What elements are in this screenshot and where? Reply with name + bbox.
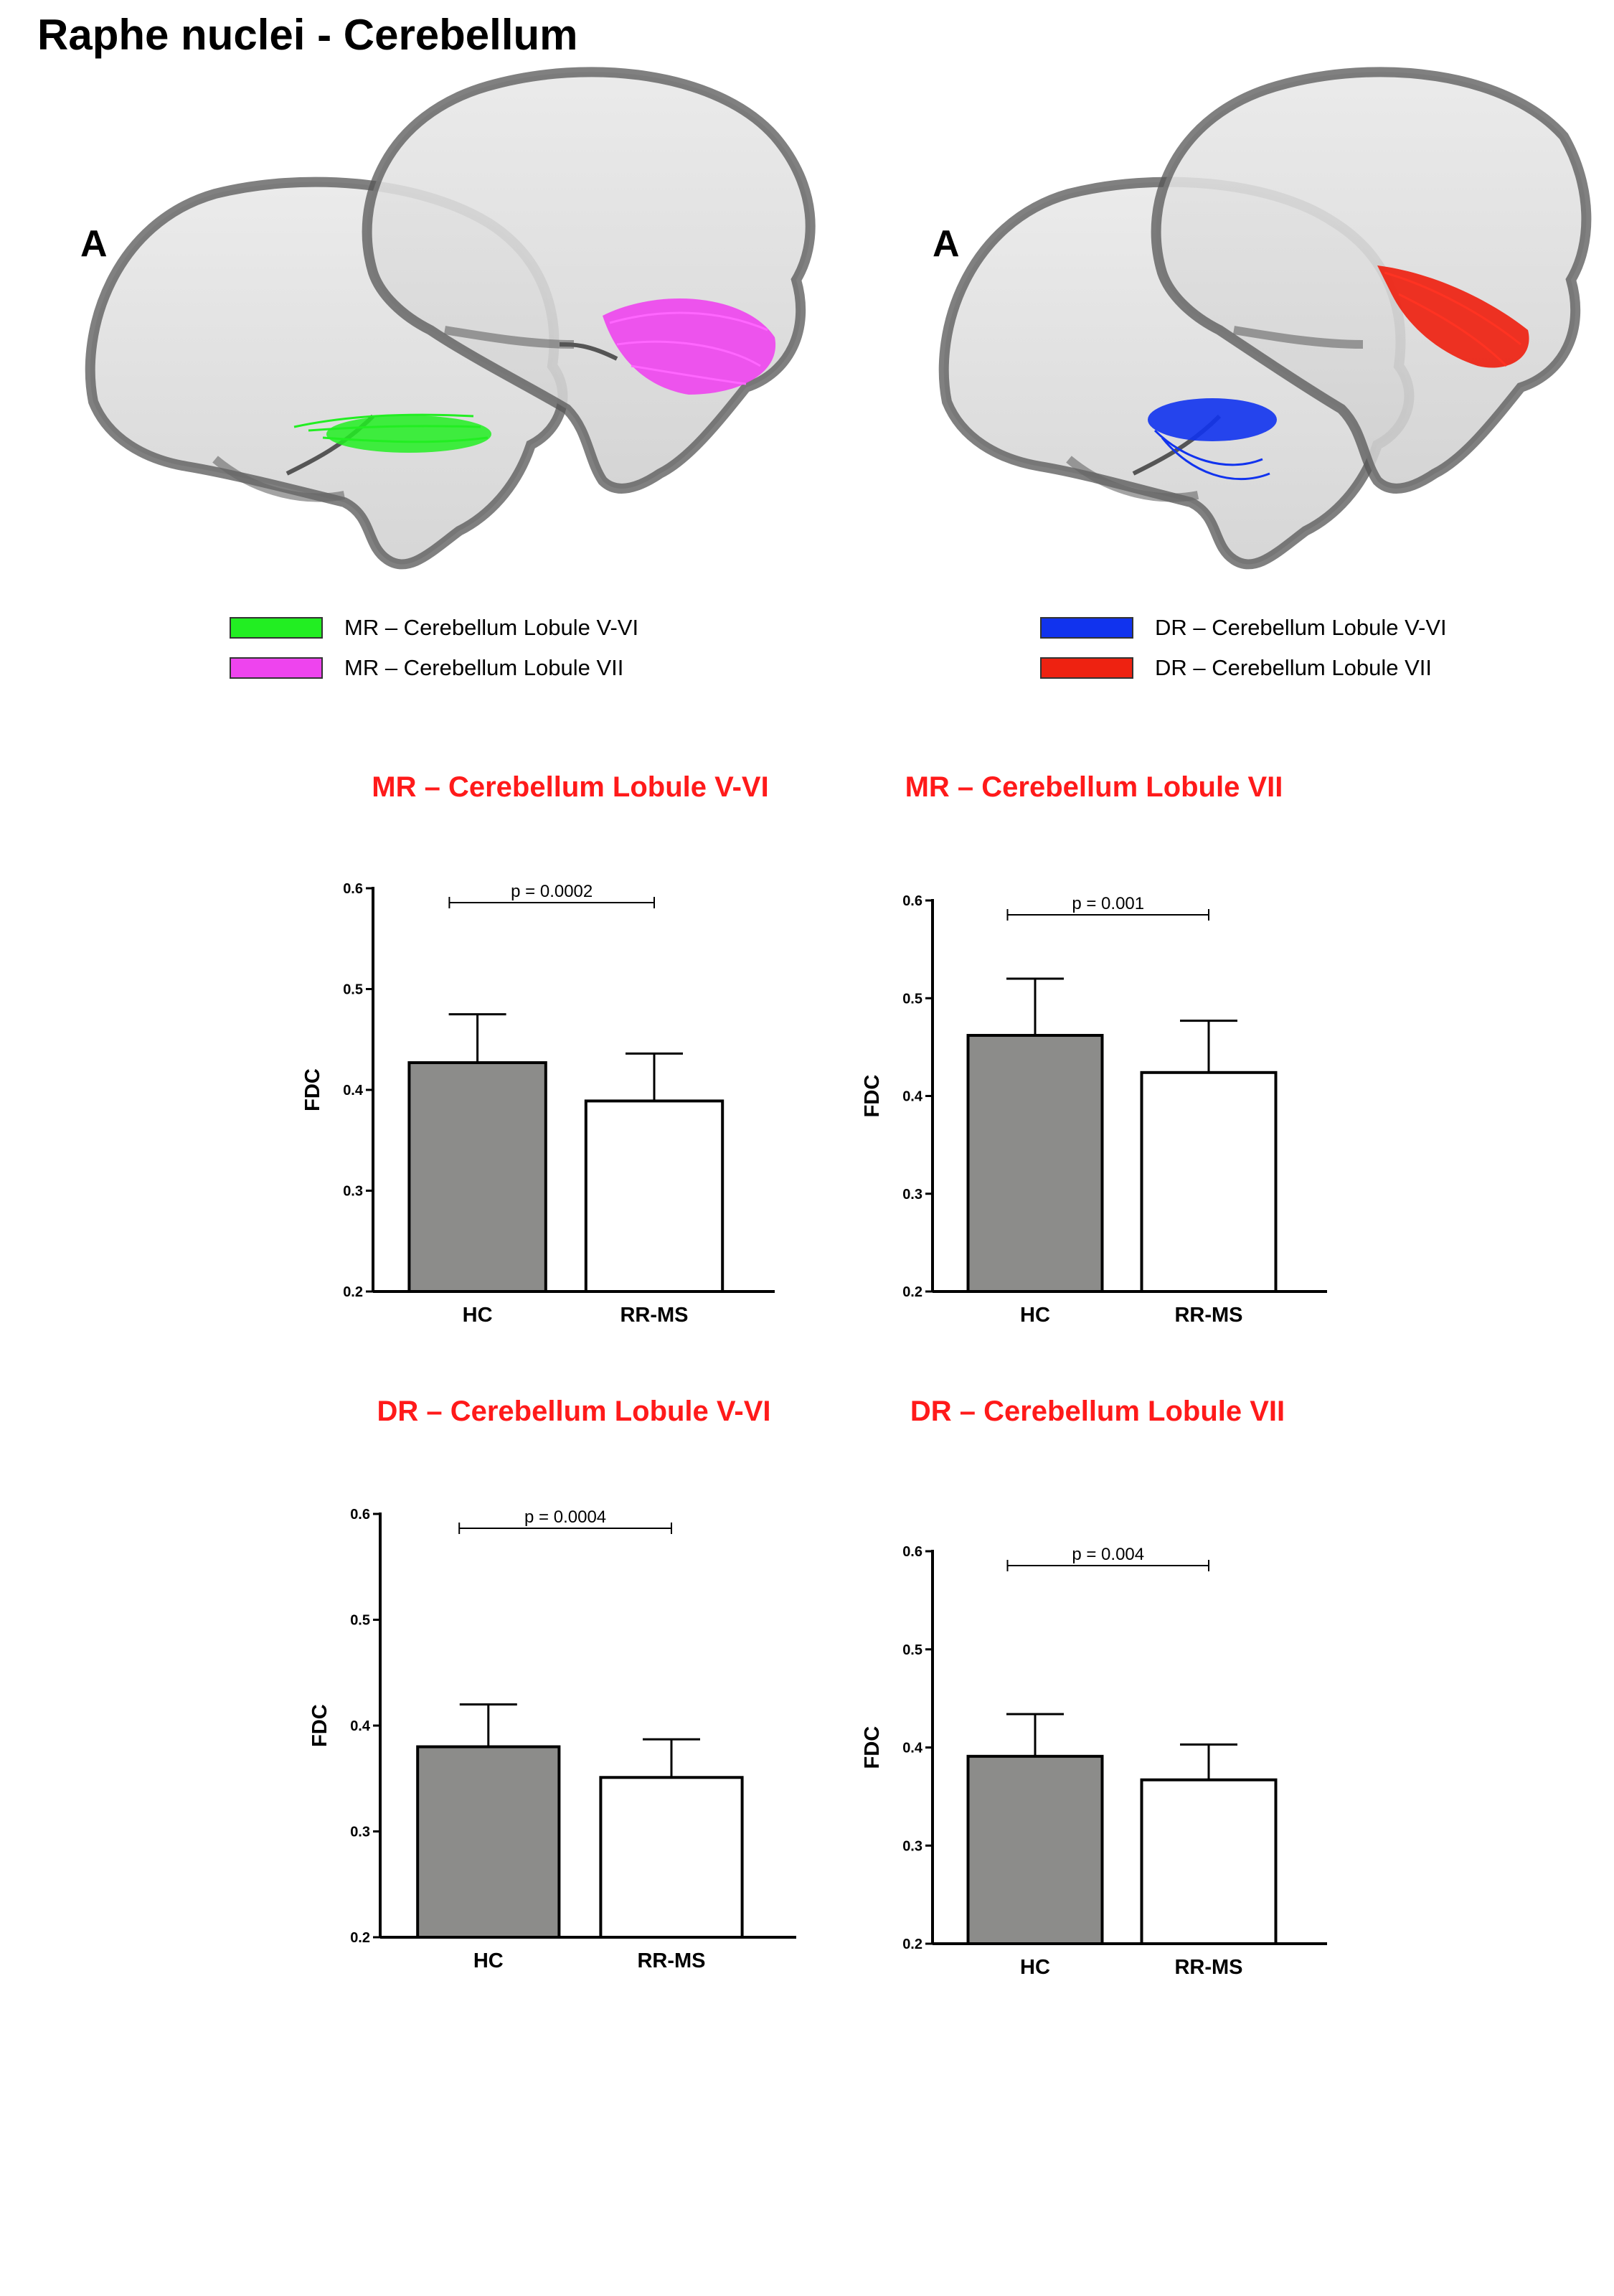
y-axis-label: FDC (301, 1068, 324, 1111)
bar-hc (407, 1061, 547, 1293)
legend-swatch-green (230, 617, 323, 639)
tract-dr-lobule-vii (1377, 265, 1529, 368)
y-tick-label: 0.6 (350, 1507, 370, 1523)
bar-rr-ms (584, 1099, 725, 1293)
y-tick-label: 0.3 (902, 1187, 922, 1203)
panel-letter: A (933, 223, 960, 265)
brain-panel-mr: A (72, 57, 825, 588)
y-tick-label: 0.4 (902, 1089, 923, 1105)
y-tick-label: 0.6 (343, 881, 363, 897)
bar-hc (966, 1754, 1104, 1946)
y-tick-label: 0.5 (350, 1613, 370, 1629)
y-tick-label: 0.5 (902, 1642, 922, 1658)
y-tick-label: 0.2 (350, 1930, 370, 1946)
tract-mr-lobule-v-vi (293, 413, 491, 453)
bar-rr-ms (1140, 1778, 1278, 1945)
y-axis-label: FDC (861, 1726, 884, 1769)
y-axis-label: FDC (308, 1704, 331, 1747)
category-label: HC (1020, 1304, 1050, 1327)
tract-dr-lobule-v-vi (1148, 398, 1277, 481)
chart-title-dr-vii: DR – Cerebellum Lobule VII (910, 1396, 1285, 1427)
y-tick-label: 0.6 (902, 1544, 922, 1560)
legend-label: DR – Cerebellum Lobule VII (1155, 655, 1432, 680)
y-tick-label: 0.3 (343, 1184, 363, 1200)
bar-rr-ms (599, 1776, 744, 1939)
y-tick-label: 0.3 (902, 1838, 922, 1854)
y-tick-label: 0.2 (343, 1284, 363, 1300)
chart-title-mr-v-vi: MR – Cerebellum Lobule V-VI (372, 771, 769, 803)
legend-label: MR – Cerebellum Lobule V-VI (344, 615, 639, 640)
category-label: RR-MS (620, 1304, 688, 1327)
y-tick-label: 0.3 (350, 1825, 370, 1840)
y-tick-label: 0.6 (902, 893, 922, 909)
legend-swatch-blue (1040, 617, 1133, 639)
category-label: HC (463, 1304, 493, 1327)
legend-swatch-magenta (230, 657, 323, 679)
brain-render-mr (85, 67, 816, 570)
y-tick-label: 0.2 (902, 1284, 922, 1300)
y-axis-label: FDC (861, 1075, 884, 1118)
legend-label: MR – Cerebellum Lobule VII (344, 655, 624, 680)
page-title: Raphe nuclei - Cerebellum (37, 11, 578, 59)
y-tick-label: 0.4 (343, 1083, 364, 1098)
category-label: RR-MS (1174, 1304, 1242, 1327)
panel-letter: A (80, 223, 108, 265)
p-value-label: p = 0.004 (1072, 1545, 1144, 1564)
y-tick-label: 0.4 (902, 1741, 923, 1756)
y-tick-label: 0.2 (902, 1937, 922, 1952)
legend-label: DR – Cerebellum Lobule V-VI (1155, 615, 1447, 640)
y-tick-label: 0.5 (902, 991, 922, 1007)
category-label: HC (473, 1949, 504, 1972)
chart-title-dr-v-vi: DR – Cerebellum Lobule V-VI (377, 1396, 771, 1427)
brain-panel-dr: A (933, 57, 1592, 588)
chart-title-mr-vii: MR – Cerebellum Lobule VII (905, 771, 1283, 803)
category-label: RR-MS (637, 1949, 705, 1972)
category-label: RR-MS (1174, 1956, 1242, 1979)
y-tick-label: 0.4 (350, 1718, 371, 1734)
brain-outline-front (1151, 67, 1592, 494)
brain-render-dr (938, 67, 1592, 570)
tract-mr-lobule-vii (603, 298, 776, 395)
y-tick-label: 0.5 (343, 982, 363, 998)
p-value-label: p = 0.0004 (524, 1507, 606, 1527)
category-label: HC (1020, 1956, 1050, 1979)
p-value-label: p = 0.001 (1072, 894, 1144, 913)
p-value-label: p = 0.0002 (511, 882, 593, 901)
legend-swatch-red (1040, 657, 1133, 679)
